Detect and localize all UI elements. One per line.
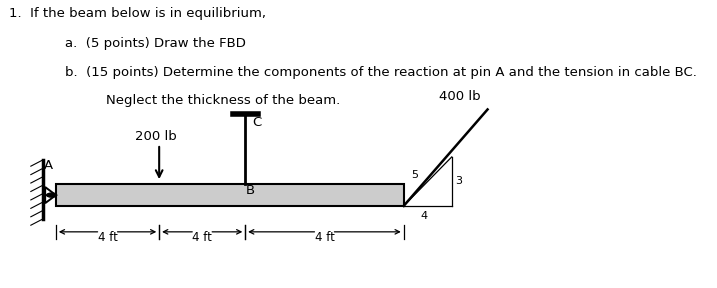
Text: 3: 3 bbox=[455, 177, 462, 186]
Text: a.  (5 points) Draw the FBD: a. (5 points) Draw the FBD bbox=[65, 37, 245, 50]
Polygon shape bbox=[45, 187, 56, 203]
Text: C: C bbox=[252, 116, 262, 129]
Text: 4 ft: 4 ft bbox=[192, 231, 212, 244]
Text: 4: 4 bbox=[421, 211, 428, 221]
Text: b.  (15 points) Determine the components of the reaction at pin A and the tensio: b. (15 points) Determine the components … bbox=[65, 66, 696, 79]
Text: Neglect the thickness of the beam.: Neglect the thickness of the beam. bbox=[106, 94, 341, 107]
Bar bbox=[56, 184, 404, 206]
Text: A: A bbox=[44, 159, 52, 172]
Text: 400 lb: 400 lb bbox=[439, 90, 480, 103]
Text: 4 ft: 4 ft bbox=[98, 231, 118, 244]
Text: 1.  If the beam below is in equilibrium,: 1. If the beam below is in equilibrium, bbox=[9, 7, 265, 20]
Text: 5: 5 bbox=[411, 170, 418, 180]
Text: 4 ft: 4 ft bbox=[315, 231, 334, 244]
Text: 200 lb: 200 lb bbox=[135, 130, 176, 143]
Text: B: B bbox=[246, 184, 255, 197]
Circle shape bbox=[47, 193, 57, 197]
